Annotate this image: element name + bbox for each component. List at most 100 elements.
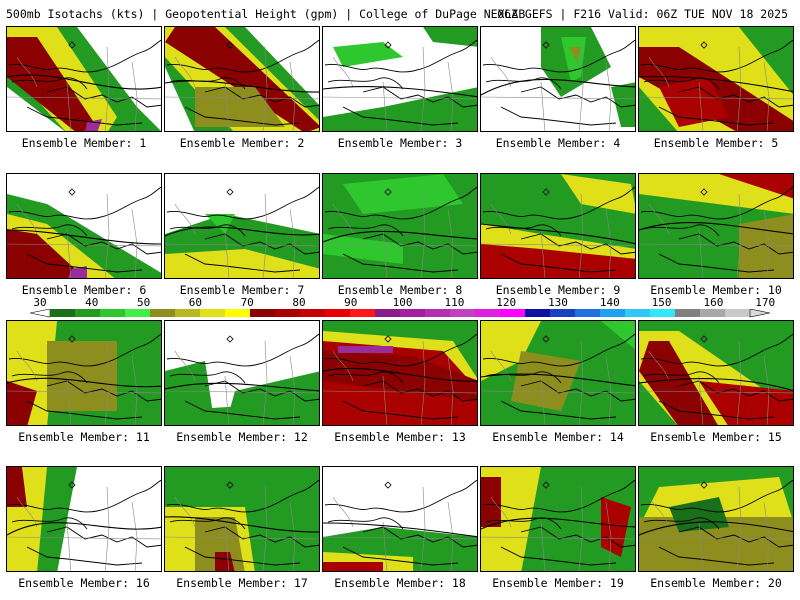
member-caption: Ensemble Member: 20 bbox=[650, 576, 782, 590]
isotach-region bbox=[7, 381, 37, 425]
state-boundary bbox=[131, 208, 138, 278]
isotach-region bbox=[611, 82, 635, 127]
scale-swatch bbox=[600, 309, 626, 317]
station-marker bbox=[542, 481, 550, 489]
scale-tick-label: 30 bbox=[33, 296, 47, 309]
coastline bbox=[184, 106, 301, 126]
state-boundary bbox=[763, 355, 770, 425]
state-boundary bbox=[224, 81, 230, 131]
scale-swatch bbox=[275, 309, 301, 317]
scale-swatch bbox=[250, 309, 276, 317]
member-caption: Ensemble Member: 11 bbox=[18, 430, 150, 444]
station-marker bbox=[700, 188, 708, 196]
coastline bbox=[11, 224, 88, 237]
scale-tick-label: 170 bbox=[755, 296, 776, 309]
coastline bbox=[324, 479, 477, 513]
ensemble-member-20-map bbox=[638, 466, 794, 572]
state-boundary bbox=[7, 390, 161, 394]
state-boundary bbox=[332, 56, 354, 88]
isotach-region bbox=[67, 266, 87, 278]
isotach-region bbox=[7, 37, 97, 131]
coastline bbox=[169, 77, 246, 90]
isotach-region bbox=[333, 42, 403, 67]
member-caption: Ensemble Member: 19 bbox=[492, 576, 624, 590]
height-contour bbox=[323, 86, 477, 98]
state-boundary bbox=[66, 521, 72, 571]
chart-title: 500mb Isotachs (kts) | Geopotential Heig… bbox=[6, 7, 526, 21]
ensemble-member-3-map bbox=[322, 26, 478, 132]
state-boundary bbox=[224, 375, 230, 425]
scale-swatch bbox=[100, 309, 126, 317]
state-boundary bbox=[698, 228, 704, 278]
state-boundary bbox=[481, 536, 635, 540]
coastline bbox=[342, 546, 459, 566]
coastline bbox=[342, 106, 459, 126]
state-boundary bbox=[578, 340, 584, 425]
coastline bbox=[166, 39, 319, 73]
ensemble-member-6-map bbox=[6, 173, 162, 279]
scale-tick-label: 60 bbox=[188, 296, 203, 309]
state-boundary bbox=[104, 340, 110, 425]
isotach-region bbox=[343, 174, 463, 214]
scale-swatch bbox=[125, 309, 151, 317]
member-caption: Ensemble Member: 8 bbox=[337, 283, 463, 297]
state-boundary bbox=[165, 243, 319, 247]
state-boundary bbox=[382, 81, 388, 131]
station-marker bbox=[68, 335, 76, 343]
station-marker bbox=[384, 481, 392, 489]
state-boundary bbox=[447, 61, 454, 131]
state-boundary bbox=[490, 350, 512, 382]
color-scale-swatches bbox=[29, 309, 771, 318]
state-boundary bbox=[639, 96, 793, 100]
member-caption: Ensemble Member: 14 bbox=[492, 430, 624, 444]
header: 500mb Isotachs (kts) | Geopotential Heig… bbox=[4, 2, 796, 22]
ensemble-member-15-map bbox=[638, 320, 794, 426]
coastline bbox=[169, 224, 246, 237]
member-caption: Ensemble Member: 5 bbox=[653, 136, 779, 150]
ensemble-member-10-map bbox=[638, 173, 794, 279]
station-marker bbox=[542, 335, 550, 343]
isotach-region bbox=[323, 234, 403, 264]
state-boundary bbox=[131, 61, 138, 131]
height-contour bbox=[639, 378, 793, 392]
ensemble-member-2-map bbox=[164, 26, 320, 132]
height-contour bbox=[639, 222, 793, 235]
isotach-region bbox=[165, 27, 319, 131]
coastline bbox=[327, 77, 404, 90]
state-boundary bbox=[382, 228, 388, 278]
station-marker bbox=[700, 335, 708, 343]
state-boundary bbox=[323, 390, 477, 394]
scale-swatch bbox=[50, 309, 76, 317]
station-marker bbox=[542, 41, 550, 49]
state-boundary bbox=[289, 208, 296, 278]
state-boundary bbox=[165, 536, 319, 540]
height-contour bbox=[165, 382, 319, 392]
scale-tick-label: 110 bbox=[444, 296, 465, 309]
member-caption: Ensemble Member: 13 bbox=[334, 430, 466, 444]
state-boundary bbox=[578, 486, 584, 571]
state-boundary bbox=[323, 536, 477, 540]
height-contour bbox=[481, 78, 635, 96]
ensemble-member-4-map bbox=[480, 26, 636, 132]
state-boundary bbox=[490, 203, 512, 235]
coastline bbox=[26, 253, 143, 273]
state-boundary bbox=[174, 350, 196, 382]
coastline bbox=[324, 39, 477, 73]
scale-min-arrow bbox=[29, 309, 51, 318]
station-marker bbox=[68, 41, 76, 49]
state-boundary bbox=[481, 96, 635, 100]
state-boundary bbox=[605, 501, 612, 571]
state-boundary bbox=[262, 46, 268, 131]
state-boundary bbox=[7, 96, 161, 100]
scale-tick-label: 120 bbox=[496, 296, 517, 309]
coastline bbox=[482, 333, 635, 367]
coastline bbox=[482, 39, 635, 73]
isotach-region bbox=[165, 249, 319, 278]
scale-swatch bbox=[675, 309, 701, 317]
coastline bbox=[643, 517, 720, 530]
run-valid-time: 06Z GEFS | F216 Valid: 06Z TUE NOV 18 20… bbox=[497, 7, 788, 21]
height-contour bbox=[165, 516, 319, 533]
state-boundary bbox=[420, 340, 426, 425]
coastline bbox=[643, 371, 720, 384]
station-marker bbox=[384, 188, 392, 196]
